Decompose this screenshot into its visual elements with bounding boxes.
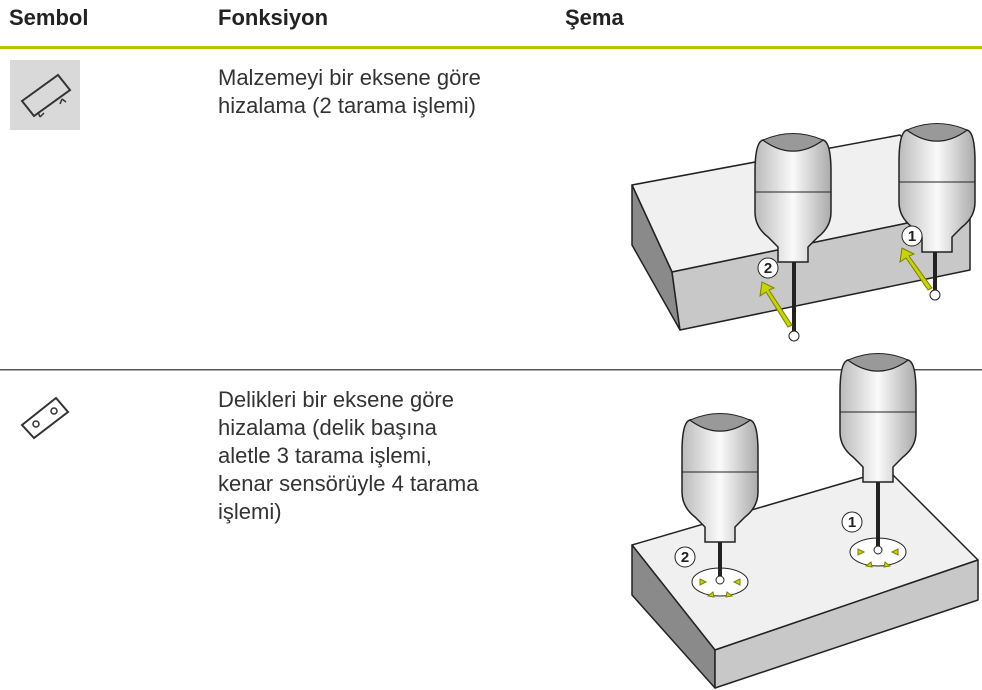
diagram: 1 2 <box>631 352 979 689</box>
function-text: hizalama (delik başına <box>218 415 438 440</box>
symbol-icon <box>20 396 70 440</box>
function-text: hizalama (2 tarama işlemi) <box>218 93 476 118</box>
function-text: Malzemeyi bir eksene göre <box>218 65 481 90</box>
step-label: 2 <box>764 260 772 277</box>
function-text: işlemi) <box>218 499 282 524</box>
symbol-icon <box>10 60 80 130</box>
column-header: Şema <box>565 5 624 30</box>
step-label: 1 <box>848 514 856 531</box>
row-rule <box>0 369 982 371</box>
diagram: 1 2 <box>631 122 976 342</box>
step-label: 1 <box>908 228 916 245</box>
function-text: aletle 3 tarama işlemi, <box>218 443 432 468</box>
step-label: 2 <box>681 549 689 566</box>
function-text: Delikleri bir eksene göre <box>218 387 454 412</box>
function-text: kenar sensörüyle 4 tarama <box>218 471 479 496</box>
column-header: Sembol <box>9 5 88 30</box>
column-header: Fonksiyon <box>218 5 328 30</box>
header-rule <box>0 46 982 49</box>
